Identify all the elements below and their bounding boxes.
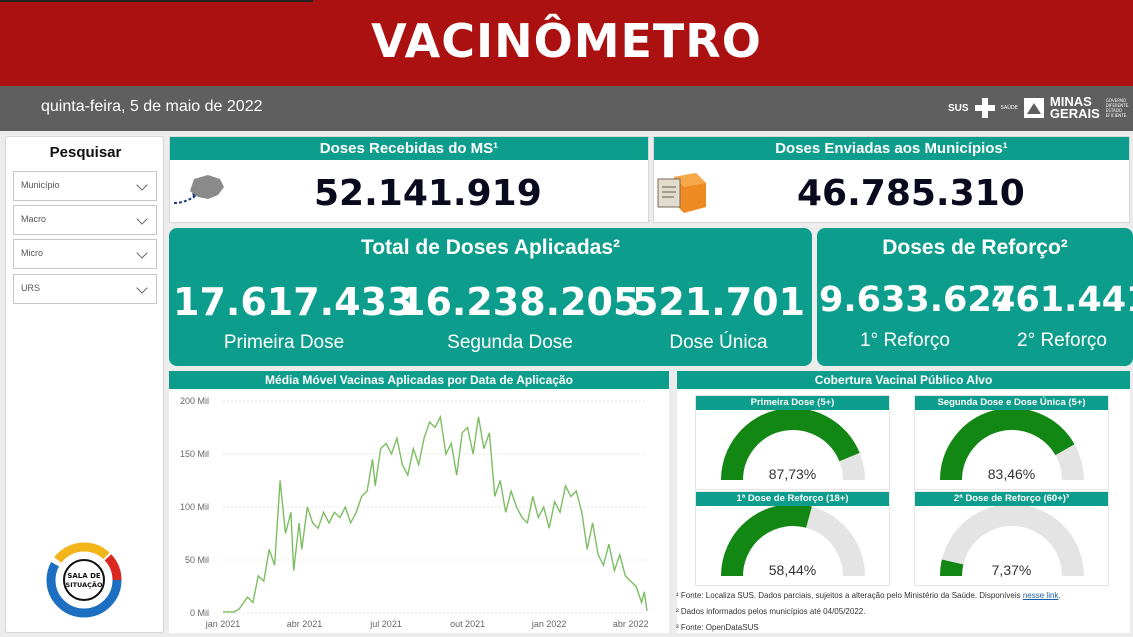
second-dose-value: 16.238.205 (399, 280, 640, 324)
x-tick-label: jan 2022 (531, 619, 567, 629)
minas-gerais-logo: MINAS GERAIS (1049, 94, 1100, 121)
footnotes: ¹ Fonte: Localiza SUS. Dados parciais, s… (676, 588, 1061, 636)
government-logos: SUS SAÚDE MINAS GERAIS GOVERNO DIFERENTE… (948, 94, 1130, 122)
filter-title: Pesquisar (49, 144, 122, 161)
gauge-value: 58,44% (768, 562, 817, 578)
chevron-down-icon (136, 179, 148, 191)
gauge-fill (940, 410, 1075, 481)
minas-gerais-logo-icon (1023, 98, 1044, 118)
gauge-value: 83,46% (987, 466, 1036, 482)
municipio-dropdown[interactable]: Município (13, 171, 157, 201)
macro-dropdown[interactable]: Macro (13, 205, 157, 235)
x-tick-label: jan 2021 (205, 619, 241, 629)
header-bar (0, 0, 1133, 86)
first-dose-value: 17.617.433 (173, 280, 414, 324)
single-dose-value: 521.701 (631, 280, 806, 324)
minas-map-icon (173, 175, 224, 204)
data-source-link[interactable]: nesse link (1022, 591, 1059, 600)
x-tick-label: out 2021 (450, 619, 485, 629)
gauge-arc (721, 410, 865, 481)
footnote-1: ¹ Fonte: Localiza SUS. Dados parciais, s… (676, 588, 1061, 604)
gauge-label: 2ª Dose de Reforço (60+)³ (915, 492, 1108, 506)
dropdown-label: Micro (21, 248, 43, 258)
footnote-1-text: ¹ Fonte: Localiza SUS. Dados parciais, s… (676, 591, 1021, 600)
gauge-label: 1ª Dose de Reforço (18+) (696, 492, 889, 506)
brand-line1: SALA DE (67, 572, 101, 580)
gauge-value: 7,37% (991, 562, 1032, 578)
doses-applied-title: Total de Doses Aplicadas² (360, 236, 621, 259)
dropdown-label: Macro (21, 214, 47, 224)
coverage-title: Cobertura Vacinal Público Alvo (677, 371, 1130, 389)
y-tick-label: 0 Mil (190, 608, 209, 618)
micro-dropdown[interactable]: Micro (13, 239, 157, 269)
doses-sent-value: 46.785.310 (797, 173, 1025, 214)
x-tick-label: abr 2021 (287, 619, 323, 629)
booster-box: Doses de Reforço² 9.633.627 1° Reforço 4… (817, 228, 1133, 366)
first-dose-label: Primeira Dose (223, 332, 345, 353)
chevron-down-icon (136, 282, 148, 294)
doses-sent-card: Doses Enviadas aos Municípios¹ 46.785.31… (653, 136, 1130, 223)
dropdown-label: URS (21, 283, 41, 293)
date-bar (0, 86, 1133, 131)
y-tick-label: 100 Mil (180, 502, 209, 512)
gauge-second-dose: Segunda Dose e Dose Única (5+) 83,46% (914, 395, 1109, 490)
footnote-2: ² Dados informados pelos municípios até … (676, 607, 866, 616)
sus-cross-icon (974, 98, 995, 118)
first-booster-label: 1° Reforço (860, 330, 950, 351)
urs-dropdown[interactable]: URS (13, 274, 157, 304)
y-tick-label: 50 Mil (185, 555, 209, 565)
gauge-arc (721, 506, 865, 577)
moving-average-chart: 0 Mil 50 Mil 100 Mil 150 Mil 200 Mil jan 2021… (180, 396, 649, 629)
gauge-first-booster: 1ª Dose de Reforço (18+) 58,44% (695, 491, 890, 586)
brand-line2: SITUAÇÃO (66, 580, 103, 589)
doses-received-card: Doses Recebidas do MS¹ 52.141.919 (169, 136, 649, 223)
x-tick-label: jul 2021 (369, 619, 402, 629)
coverage-card: Cobertura Vacinal Público Alvo Primeira … (677, 371, 1130, 633)
second-booster-label: 2° Reforço (1017, 330, 1107, 351)
dropdown-label: Município (21, 180, 60, 190)
doses-applied-box: Total de Doses Aplicadas² 17.617.433 Pri… (169, 228, 812, 366)
gauge-track (940, 506, 1084, 577)
series-line (223, 414, 648, 613)
gerais-word: GERAIS (1049, 106, 1100, 121)
gauge-fill (940, 559, 964, 577)
booster-title: Doses de Reforço² (882, 236, 1068, 259)
chevron-down-icon (136, 247, 148, 259)
sala-de-situacao-logo-icon: SALA DE SITUAÇÃO (46, 542, 122, 618)
doses-sent-title: Doses Enviadas aos Municípios¹ (654, 137, 1129, 160)
gauge-fill (721, 506, 812, 577)
current-date: quinta-feira, 5 de maio de 2022 (41, 98, 263, 115)
second-booster-value: 461.441 (991, 280, 1133, 320)
gauge-second-booster: 2ª Dose de Reforço (60+)³ 7,37% (914, 491, 1109, 586)
gauge-arc (940, 506, 1084, 577)
gauge-first-dose: Primeira Dose (5+) 87,73% (695, 395, 890, 490)
moving-average-chart-card: Média Móvel Vacinas Aplicadas por Data d… (169, 371, 669, 633)
y-tick-label: 200 Mil (180, 396, 209, 406)
package-icon (657, 173, 706, 213)
gauge-fill (721, 410, 860, 481)
x-tick-label: abr 2022 (613, 619, 649, 629)
gauge-arc (940, 410, 1084, 481)
y-tick-label: 150 Mil (180, 449, 209, 459)
loading-line (0, 0, 313, 2)
chevron-down-icon (136, 213, 148, 225)
minas-word: MINAS (1049, 94, 1092, 109)
doses-received-title: Doses Recebidas do MS¹ (170, 137, 648, 160)
saude-label: SAÚDE (1000, 105, 1018, 111)
gauge-label: Primeira Dose (5+) (696, 396, 889, 410)
footnote-1-end: . (1058, 591, 1061, 600)
gauge-label: Segunda Dose e Dose Única (5+) (915, 396, 1108, 410)
gauge-value: 87,73% (768, 466, 817, 482)
page-title: VACINÔMETRO (371, 14, 762, 68)
chart-title: Média Móvel Vacinas Aplicadas por Data d… (169, 371, 669, 389)
sus-logo: SUS (948, 102, 969, 114)
footnote-3: ³ Fonte: OpenDataSUS (676, 623, 759, 632)
first-booster-value: 9.633.627 (819, 280, 1017, 320)
second-dose-label: Segunda Dose (447, 332, 573, 353)
doses-received-value: 52.141.919 (314, 173, 542, 214)
single-dose-label: Dose Única (669, 332, 768, 353)
government-slogan: GOVERNO DIFERENTE. ESTADO EFICIENTE. (1105, 98, 1130, 118)
